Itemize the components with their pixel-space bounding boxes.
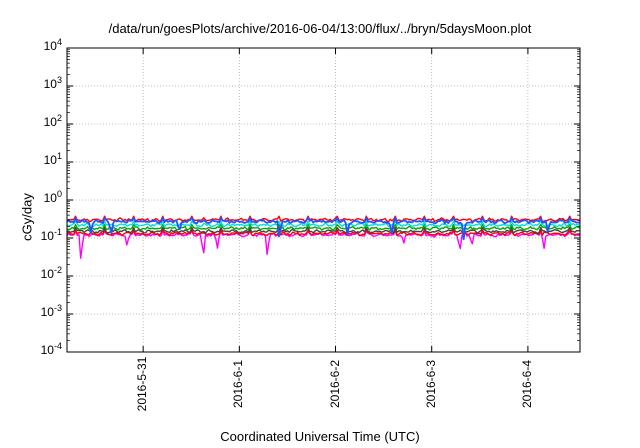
y-tick-base: 10 <box>43 115 57 129</box>
grid <box>67 48 580 352</box>
series-line <box>66 230 581 259</box>
x-axis-label: Coordinated Universal Time (UTC) <box>220 429 420 444</box>
y-tick-base: 10 <box>43 191 57 205</box>
series-line <box>66 226 581 235</box>
x-tick-label: 2016-5-31 <box>135 356 150 412</box>
series-group <box>66 215 581 259</box>
series-line <box>66 223 581 231</box>
y-tick-exponent: -3 <box>53 303 62 313</box>
y-tick-label: 10-2 <box>40 265 62 282</box>
y-tick-base: 10 <box>40 229 54 243</box>
y-tick-base: 10 <box>43 77 57 91</box>
series-line <box>66 216 581 241</box>
series-line <box>66 229 580 237</box>
y-tick-label: 10-1 <box>40 227 62 244</box>
y-tick-label: 102 <box>43 113 62 130</box>
y-axis-label: cGy/day <box>19 193 35 241</box>
y-tick-exponent: 0 <box>56 189 62 199</box>
y-tick-exponent: -4 <box>53 341 62 351</box>
y-tick-base: 10 <box>43 39 57 53</box>
tick-marks <box>67 47 580 353</box>
series-line <box>66 220 581 228</box>
y-tick-label: 103 <box>43 75 62 92</box>
x-tick-label: 2016-6-3 <box>423 359 438 409</box>
y-tick-label: 100 <box>43 189 62 206</box>
y-tick-base: 10 <box>43 153 57 167</box>
y-tick-base: 10 <box>40 267 54 281</box>
y-tick-exponent: 4 <box>56 37 62 47</box>
y-tick-label: 104 <box>43 37 62 54</box>
x-tick-label: 2016-6-1 <box>231 359 246 409</box>
y-tick-base: 10 <box>40 343 54 357</box>
plot-frame <box>66 47 581 353</box>
y-tick-label: 101 <box>43 151 62 168</box>
x-tick-label: 2016-6-4 <box>519 359 534 409</box>
y-tick-exponent: 2 <box>56 113 62 123</box>
x-tick-label: 2016-6-2 <box>327 359 342 409</box>
y-tick-exponent: 1 <box>56 151 62 161</box>
series-line <box>66 215 581 223</box>
y-tick-base: 10 <box>40 305 54 319</box>
y-tick-exponent: 3 <box>56 75 62 85</box>
y-tick-exponent: -2 <box>53 265 62 275</box>
y-tick-label: 10-4 <box>40 341 62 358</box>
chart-title: /data/run/goesPlots/archive/2016-06-04/1… <box>108 21 532 36</box>
y-tick-label: 10-3 <box>40 303 62 320</box>
y-tick-exponent: -1 <box>53 227 62 237</box>
